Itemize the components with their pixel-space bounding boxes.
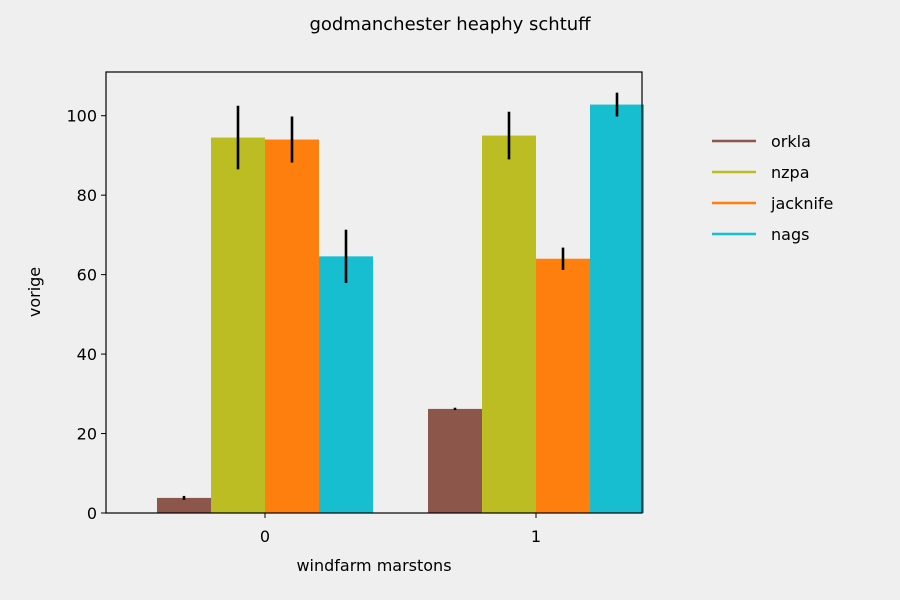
y-axis: 0 20 40 60 80 100: [66, 107, 106, 523]
legend-item-nzpa: nzpa: [712, 163, 810, 182]
plot-frame: [105, 71, 643, 514]
bars: [157, 104, 644, 514]
legend-label: nzpa: [771, 163, 810, 182]
bar-jacknife-0: [265, 139, 319, 514]
bar-nags-1: [590, 104, 644, 514]
x-tick-label: 0: [260, 527, 270, 546]
x-tick-label: 1: [531, 527, 541, 546]
legend-item-jacknife: jacknife: [712, 194, 833, 213]
bar-nags-0: [319, 256, 373, 513]
bar-nzpa-1: [482, 135, 536, 513]
chart-title: godmanchester heaphy schtuff: [309, 14, 591, 35]
y-tick-label: 40: [77, 345, 97, 364]
y-tick-label: 0: [87, 504, 97, 523]
legend-label: orkla: [771, 132, 811, 151]
bar-nzpa-0: [211, 137, 265, 513]
y-tick-label: 60: [77, 266, 97, 285]
legend: orkla nzpa jacknife nags: [712, 132, 833, 244]
x-axis-label: windfarm marstons: [296, 556, 451, 575]
legend-label: jacknife: [770, 194, 833, 213]
legend-item-orkla: orkla: [712, 132, 811, 151]
legend-item-nags: nags: [712, 225, 809, 244]
legend-label: nags: [771, 225, 809, 244]
y-tick-label: 20: [77, 425, 97, 444]
y-tick-label: 80: [77, 186, 97, 205]
bar-orkla-1: [428, 408, 482, 513]
y-axis-label: vorige: [25, 267, 44, 317]
error-bars: [182, 92, 619, 500]
bar-jacknife-1: [536, 258, 590, 513]
bar-orkla-0: [157, 497, 211, 513]
y-tick-label: 100: [66, 107, 97, 126]
